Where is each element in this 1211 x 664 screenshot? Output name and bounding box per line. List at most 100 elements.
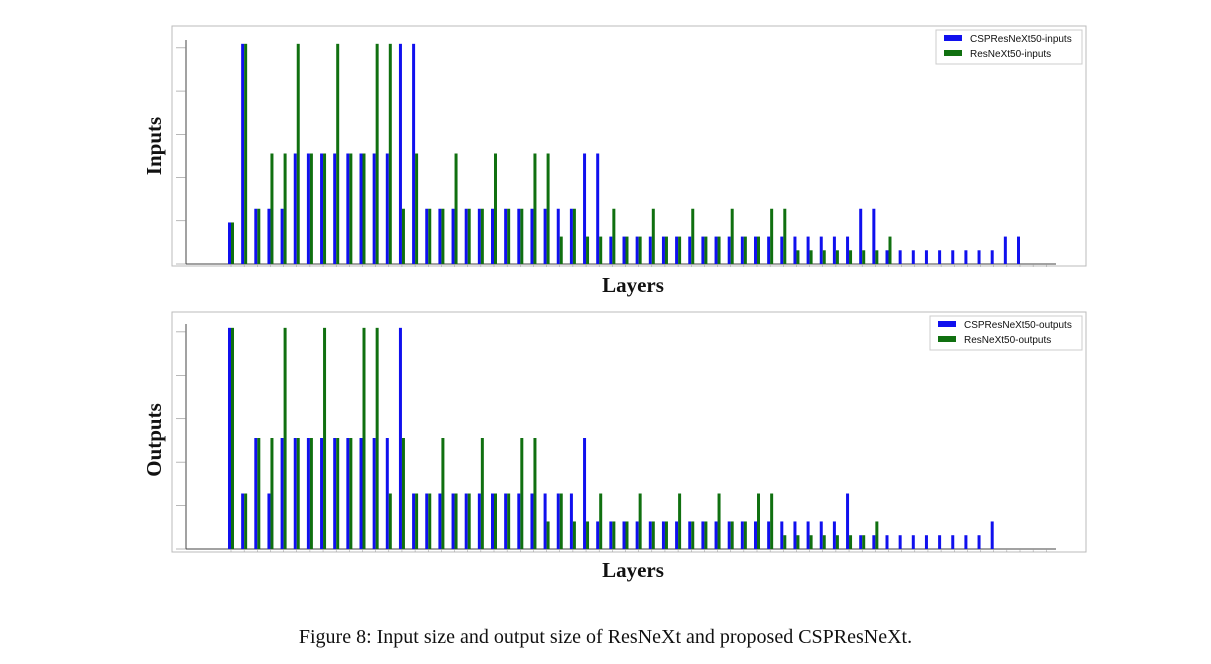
outputs-bar-csp (228, 327, 231, 549)
outputs-bar-resnext (323, 327, 327, 549)
inputs-bar-csp (806, 236, 810, 264)
outputs-bar-csp (819, 521, 823, 549)
inputs-bar-resnext (309, 153, 313, 264)
outputs-bar-resnext (546, 521, 550, 549)
outputs-bar-csp (793, 521, 797, 549)
inputs-bar-csp (740, 236, 744, 264)
outputs-bar-csp (241, 493, 245, 549)
inputs-x-axis-label: Layers (602, 273, 664, 297)
outputs-bar-csp (412, 493, 416, 549)
inputs-bar-csp (241, 43, 245, 264)
outputs-bar-csp (780, 521, 784, 549)
inputs-bar-csp (872, 208, 876, 264)
inputs-bar-csp (832, 236, 836, 264)
inputs-bar-csp (924, 250, 928, 264)
outputs-bar-csp (727, 521, 731, 549)
outputs-bar-csp (911, 535, 915, 549)
outputs-bar-resnext (283, 327, 287, 549)
outputs-plot-frame (171, 311, 1087, 553)
inputs-bar-csp (596, 153, 600, 264)
outputs-bar-csp (661, 521, 665, 549)
outputs-bar-resnext (651, 521, 655, 549)
outputs-bar-csp (385, 438, 389, 549)
outputs-bar-csp (477, 493, 481, 549)
inputs-bar-resnext (678, 236, 682, 264)
inputs-legend-label-resnext: ResNeXt50-inputs (970, 49, 1051, 60)
inputs-bar-csp (477, 208, 481, 264)
inputs-bar-csp (714, 236, 718, 264)
outputs-bar-csp (846, 493, 850, 549)
inputs-bar-csp (530, 208, 534, 264)
outputs-bar-csp (306, 438, 310, 549)
outputs-bar-csp (556, 493, 560, 549)
inputs-bar-csp (254, 208, 258, 264)
outputs-bar-csp (872, 535, 876, 549)
outputs-bar-csp (333, 438, 337, 549)
outputs-bar-resnext (270, 438, 274, 549)
outputs-bar-csp (885, 535, 889, 549)
inputs-bar-csp (859, 208, 863, 264)
inputs-bar-csp (425, 208, 429, 264)
inputs-bar-resnext (888, 236, 892, 264)
outputs-bar-csp (398, 327, 402, 549)
inputs-bar-csp (438, 208, 442, 264)
inputs-bar-resnext (507, 208, 511, 264)
inputs-bar-resnext (849, 250, 853, 264)
inputs-bar-csp (622, 236, 626, 264)
outputs-legend-swatch-resnext (938, 336, 956, 342)
outputs-legend: CSPResNeXt50-outputs ResNeXt50-outputs (929, 315, 1083, 351)
inputs-bar-csp (819, 236, 823, 264)
outputs-bar-resnext (822, 535, 826, 549)
outputs-bar-resnext (388, 493, 392, 549)
inputs-bar-csp (635, 236, 639, 264)
inputs-bar-csp (898, 250, 902, 264)
outputs-legend-label-resnext: ResNeXt50-outputs (964, 335, 1051, 346)
outputs-bar-resnext (520, 438, 524, 549)
outputs-bar-csp (964, 535, 968, 549)
inputs-bar-csp (320, 153, 324, 264)
inputs-bar-csp (951, 250, 955, 264)
inputs-bar-resnext (375, 43, 379, 264)
outputs-bar-resnext (296, 438, 300, 549)
inputs-bar-resnext (612, 208, 616, 264)
outputs-bar-resnext (704, 521, 708, 549)
inputs-bar-csp (491, 208, 494, 264)
inputs-bar-csp (964, 250, 968, 264)
outputs-bar-csp (977, 535, 981, 549)
inputs-bar-resnext (349, 153, 353, 264)
inputs-bar-resnext (704, 236, 708, 264)
outputs-bar-resnext (757, 493, 760, 549)
outputs-bar-resnext (480, 438, 484, 549)
inputs-bar-csp (1017, 236, 1020, 264)
inputs-bar-resnext (586, 236, 590, 264)
outputs-bar-csp (622, 521, 626, 549)
outputs-chart: Outputs Layers CSPResNeXt50-outputs ResN… (142, 311, 1087, 582)
inputs-bar-resnext (796, 250, 800, 264)
inputs-bar-csp (556, 208, 560, 264)
inputs-bar-resnext (757, 236, 760, 264)
outputs-bar-resnext (349, 438, 353, 549)
outputs-bar-resnext (862, 535, 866, 549)
outputs-bar-resnext (743, 521, 747, 549)
outputs-bar-csp (635, 521, 639, 549)
outputs-bar-resnext (441, 438, 445, 549)
outputs-bar-csp (648, 521, 652, 549)
inputs-bar-resnext (467, 208, 471, 264)
outputs-bar-csp (517, 493, 521, 549)
inputs-plot-frame (171, 25, 1087, 267)
inputs-bar-resnext (494, 153, 497, 264)
inputs-bar-resnext (822, 250, 826, 264)
outputs-bar-resnext (454, 493, 458, 549)
inputs-bar-resnext (257, 208, 261, 264)
inputs-bar-resnext (730, 208, 734, 264)
inputs-bar-csp (846, 236, 850, 264)
inputs-bar-csp (306, 153, 310, 264)
inputs-bar-csp (372, 153, 376, 264)
inputs-bar-csp (661, 236, 665, 264)
outputs-bar-csp (293, 438, 297, 549)
outputs-bar-csp (451, 493, 455, 549)
inputs-bar-resnext (546, 153, 550, 264)
outputs-bar-csp (938, 535, 942, 549)
inputs-bar-csp (451, 208, 455, 264)
